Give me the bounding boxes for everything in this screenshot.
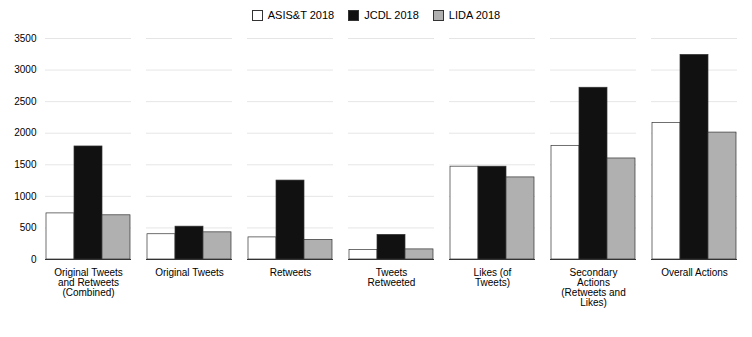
svg-text:1000: 1000 [14,191,37,202]
svg-text:TweetsRetweeted: TweetsRetweeted [368,267,416,288]
svg-text:2000: 2000 [14,127,37,138]
svg-text:Overall Actions: Overall Actions [661,267,728,278]
html-text:LIDA 2018: LIDA 2018 [448,9,501,21]
svg-text:500: 500 [20,222,37,233]
svg-text:3500: 3500 [14,33,37,44]
svg-text:1500: 1500 [14,159,37,170]
svg-text:Likes (ofTweets): Likes (ofTweets) [474,267,512,288]
svg-text:SecondaryActions(Retweets andL: SecondaryActions(Retweets andLikes) [561,267,625,308]
html-text:JCDL 2018: JCDL 2018 [364,9,419,21]
svg-text:3000: 3000 [14,64,37,75]
svg-text:Original Tweetsand Retweets(Co: Original Tweetsand Retweets(Combined) [54,267,123,298]
svg-text:Original Tweets: Original Tweets [155,267,224,278]
svg-text:0: 0 [31,254,37,265]
html-text:ASIS&T 2018: ASIS&T 2018 [267,9,335,21]
svg-text:Retweets: Retweets [270,267,312,278]
svg-text:2500: 2500 [14,96,37,107]
